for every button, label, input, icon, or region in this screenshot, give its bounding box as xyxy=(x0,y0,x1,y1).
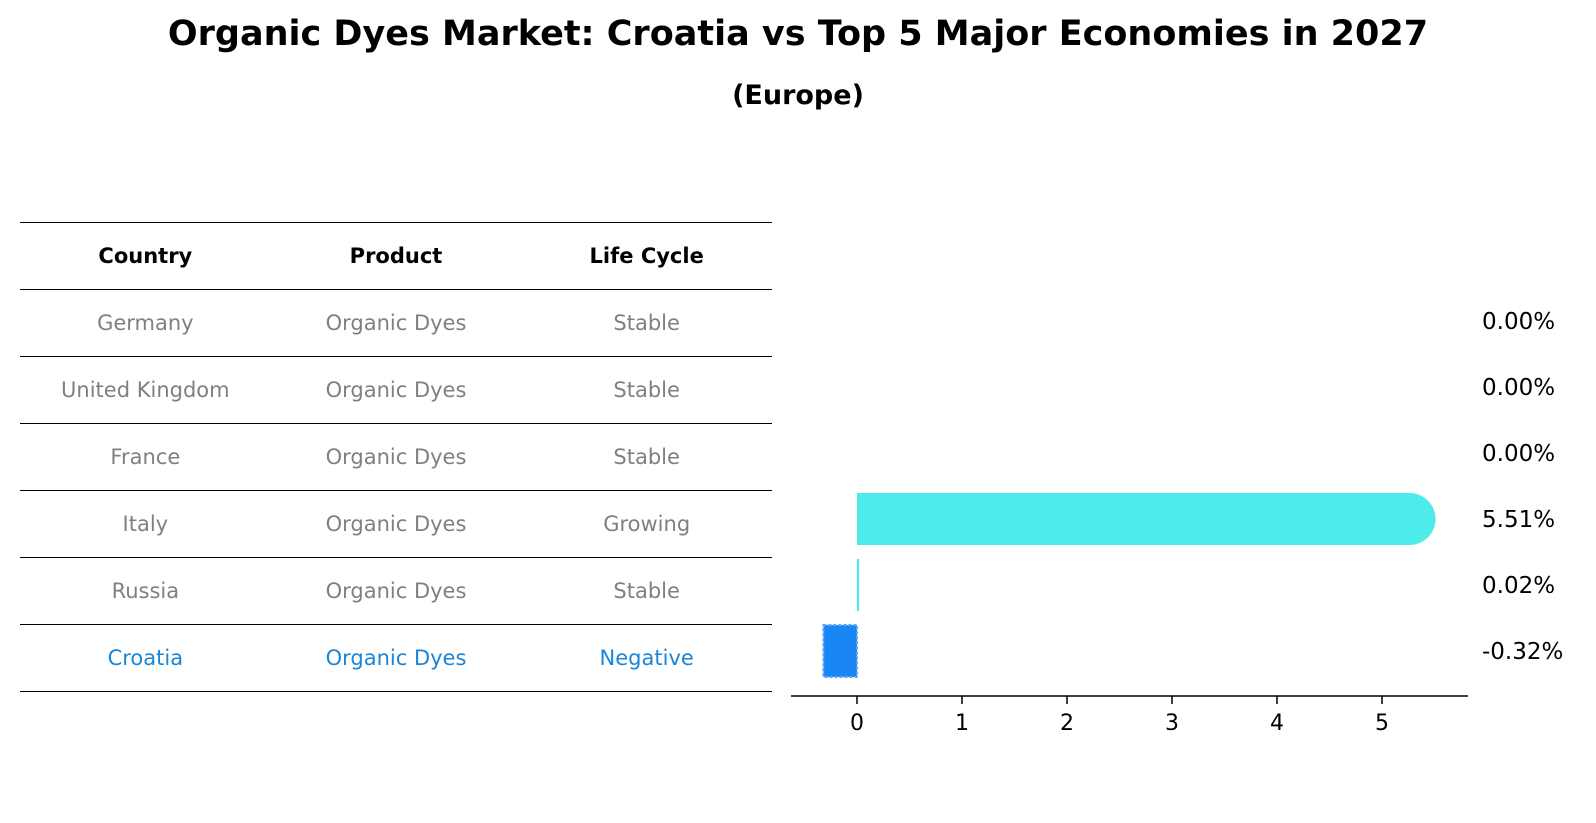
cell-country: United Kingdom xyxy=(61,378,230,402)
cell-product: Organic Dyes xyxy=(325,512,467,536)
bar xyxy=(822,624,859,678)
table-row: France Organic Dyes Stable xyxy=(20,423,772,490)
value-label: -0.32% xyxy=(1482,639,1563,665)
cell-life-cycle: Stable xyxy=(613,445,680,469)
value-label: 0.00% xyxy=(1482,441,1555,467)
table-row: United Kingdom Organic Dyes Stable xyxy=(20,356,772,423)
chart-title: Organic Dyes Market: Croatia vs Top 5 Ma… xyxy=(167,14,1429,54)
cell-country: Italy xyxy=(122,512,169,536)
bar xyxy=(857,493,1436,545)
cell-life-cycle: Negative xyxy=(599,646,694,670)
cell-product: Organic Dyes xyxy=(325,579,467,603)
cell-life-cycle: Stable xyxy=(613,311,680,335)
cell-product: Organic Dyes xyxy=(325,378,467,402)
x-tick-label: 2 xyxy=(1060,711,1074,736)
x-tick-label: 4 xyxy=(1270,711,1284,736)
cell-product: Organic Dyes xyxy=(325,311,467,335)
data-table: Country Product Life Cycle Germany Organ… xyxy=(20,222,772,692)
table-row: Russia Organic Dyes Stable xyxy=(20,557,772,624)
cell-country: France xyxy=(110,445,181,469)
cell-product: Organic Dyes xyxy=(325,445,467,469)
table-header-row: Country Product Life Cycle xyxy=(20,222,772,289)
header-country: Country xyxy=(98,244,193,268)
value-label: 5.51% xyxy=(1482,507,1555,533)
cell-life-cycle: Stable xyxy=(613,579,680,603)
x-tick-label: 3 xyxy=(1165,711,1179,736)
table-row-highlight: Croatia Organic Dyes Negative xyxy=(20,624,772,692)
value-label: 0.00% xyxy=(1482,309,1555,335)
cell-life-cycle: Stable xyxy=(613,378,680,402)
header-life-cycle: Life Cycle xyxy=(589,244,704,268)
x-tick-label: 5 xyxy=(1375,711,1389,736)
cell-product: Organic Dyes xyxy=(325,646,467,670)
cell-life-cycle: Growing xyxy=(603,512,691,536)
value-label: 0.02% xyxy=(1482,573,1555,599)
cell-country: Germany xyxy=(97,311,194,335)
x-tick-label: 1 xyxy=(955,711,969,736)
bar xyxy=(857,559,860,611)
header-product: Product xyxy=(349,244,443,268)
table-row: Italy Organic Dyes Growing xyxy=(20,490,772,557)
chart-subtitle: (Europe) xyxy=(732,80,864,111)
cell-country: Russia xyxy=(111,579,180,603)
value-label: 0.00% xyxy=(1482,375,1555,401)
cell-country: Croatia xyxy=(107,646,184,670)
x-tick-label: 0 xyxy=(850,711,864,736)
table-row: Germany Organic Dyes Stable xyxy=(20,289,772,356)
